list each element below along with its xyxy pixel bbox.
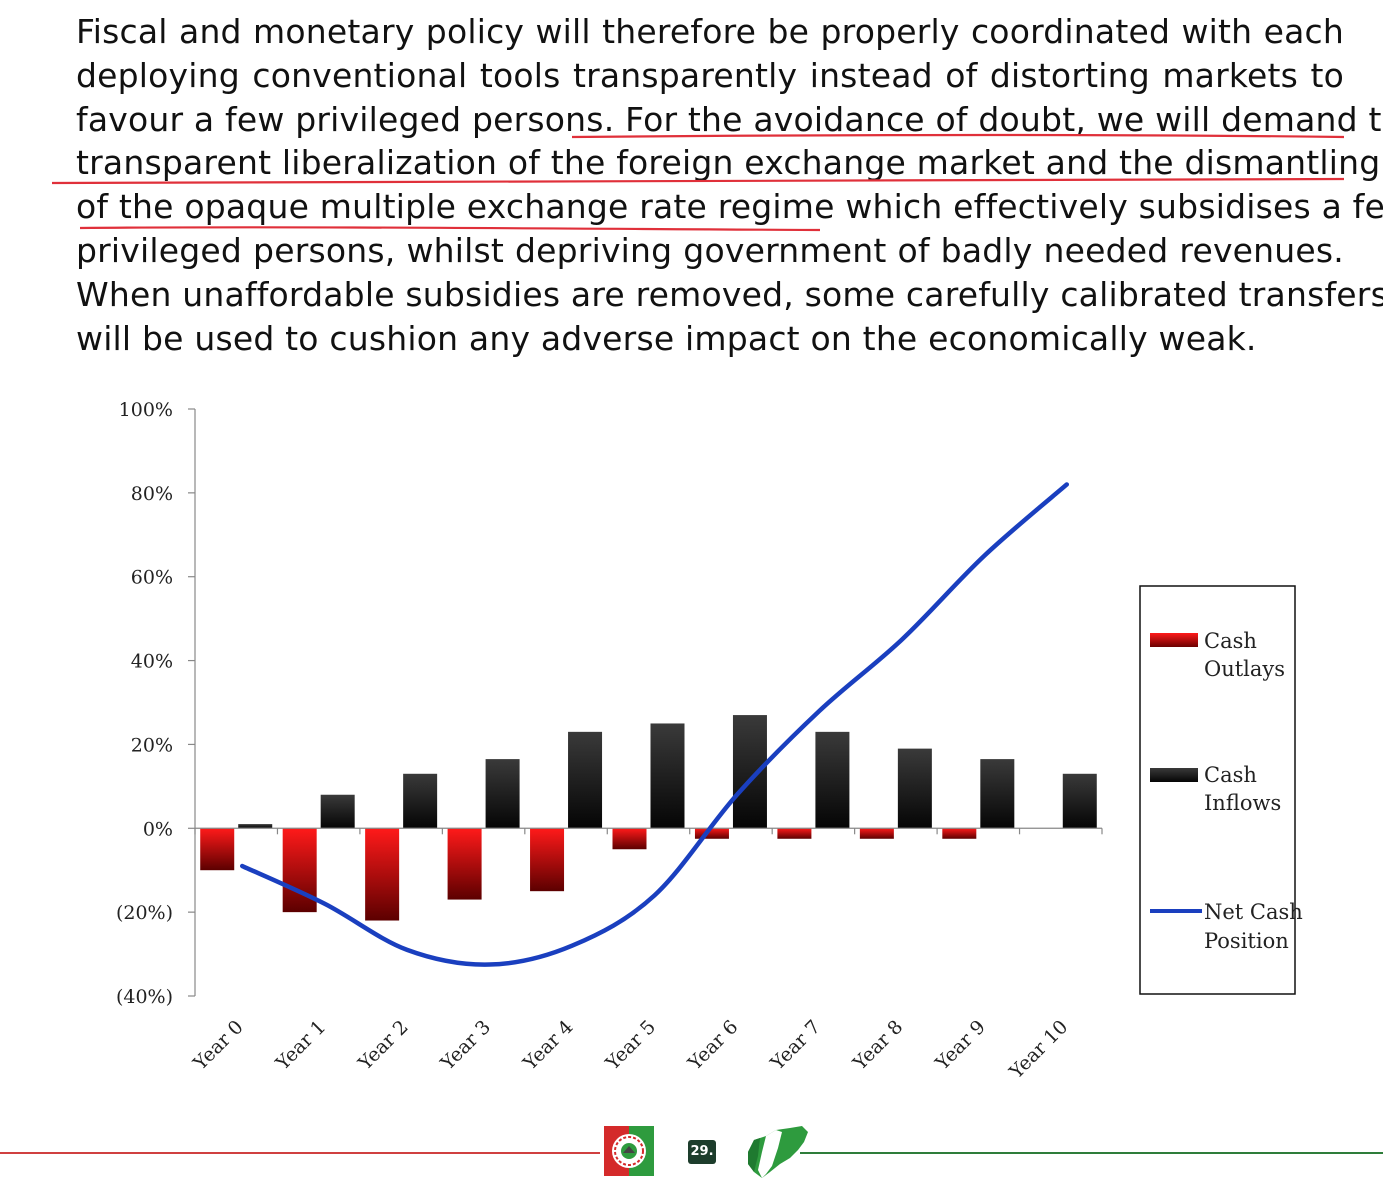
paragraph-line-1: Fiscal and monetary policy will therefor… — [76, 12, 1344, 51]
bars — [200, 715, 1097, 921]
paragraph-line-6: privileged persons, whilst depriving gov… — [76, 230, 1344, 270]
legend-label-cash-outlays-1: Cash — [1204, 629, 1257, 653]
y-tick-label: 60% — [131, 567, 173, 589]
body-paragraph: Fiscal and monetary policy will therefor… — [76, 10, 1383, 360]
legend-swatch-cash-outlays — [1150, 633, 1198, 647]
y-tick-label: (40%) — [116, 986, 173, 1008]
paragraph-line-4: transparent liberalization of the foreig… — [76, 143, 1381, 183]
net-cash-position-line — [239, 482, 1070, 967]
bar-cash-inflows — [897, 748, 932, 829]
y-tick-label: (20%) — [116, 902, 173, 924]
x-tick-label: Year 6 — [683, 1016, 742, 1075]
y-tick-label: 100% — [119, 399, 173, 421]
x-tick-label: Year 3 — [436, 1016, 495, 1075]
y-tick-label: 80% — [131, 483, 173, 505]
bar-cash-inflows — [732, 715, 767, 829]
x-tick-label: Year 5 — [601, 1016, 660, 1075]
x-tick-label: Year 9 — [931, 1016, 990, 1075]
bar-cash-inflows — [238, 824, 273, 829]
paragraph-line-2: deploying conventional tools transparent… — [76, 55, 1344, 95]
legend-label-cash-inflows-1: Cash — [1204, 763, 1257, 787]
party-seal-icon — [604, 1126, 654, 1176]
legend-label-cash-inflows-2: Inflows — [1204, 791, 1281, 815]
x-tick-label: Year 10 — [1005, 1016, 1073, 1084]
bar-cash-inflows — [1062, 773, 1097, 829]
bar-cash-inflows — [980, 759, 1015, 829]
y-axis: 100% 80% 60% 40% 20% 0% (20%) (40%) — [116, 399, 196, 1008]
bar-cash-outlays — [530, 828, 565, 892]
x-tick-label: Year 0 — [189, 1016, 248, 1075]
footer-green-rule — [800, 1152, 1383, 1154]
nigeria-map-icon — [748, 1126, 808, 1178]
legend-swatch-cash-inflows — [1150, 768, 1198, 782]
legend-label-net-cash-1: Net Cash — [1204, 900, 1303, 924]
bar-cash-outlays — [200, 828, 235, 871]
paragraph-line-5: of the opaque multiple exchange rate reg… — [76, 187, 1383, 227]
x-tick-label: Year 4 — [518, 1016, 577, 1075]
bar-cash-outlays — [694, 828, 729, 839]
bar-cash-outlays — [859, 828, 894, 839]
y-tick-label: 40% — [131, 651, 173, 673]
x-tick-label: Year 1 — [271, 1016, 330, 1075]
bar-cash-inflows — [403, 773, 438, 829]
paragraph-line-8: will be used to cushion any adverse impa… — [76, 318, 1257, 358]
x-axis: Year 0 Year 1 Year 2 Year 3 Year 4 Year 5 Year… — [189, 827, 1103, 1084]
x-tick-label: Year 8 — [848, 1016, 907, 1075]
bar-cash-inflows — [815, 731, 850, 829]
bar-cash-inflows — [485, 759, 520, 829]
bar-cash-outlays — [942, 828, 977, 839]
bar-cash-inflows — [320, 794, 355, 829]
bar-cash-inflows — [568, 731, 603, 829]
x-tick-label: Year 7 — [766, 1016, 825, 1075]
bar-cash-outlays — [612, 828, 647, 850]
paragraph-line-7: When unaffordable subsidies are removed,… — [76, 274, 1383, 314]
legend-label-cash-outlays-2: Outlays — [1204, 657, 1285, 681]
bar-cash-inflows — [650, 723, 685, 829]
y-tick-label: 0% — [143, 818, 173, 840]
net-cash-line — [239, 482, 1070, 967]
footer-red-rule — [0, 1152, 600, 1154]
page-number: 29. — [688, 1140, 716, 1164]
paragraph-line-3: favour a few privileged persons. For the… — [76, 99, 1383, 139]
bar-cash-outlays — [777, 828, 812, 839]
legend-label-net-cash-2: Position — [1204, 929, 1289, 953]
legend-box — [1139, 585, 1296, 995]
page-footer: 29. — [0, 1118, 1383, 1185]
x-tick-label: Year 2 — [353, 1016, 412, 1075]
bar-cash-outlays — [447, 828, 482, 900]
chart-legend: Cash Outlays Cash Inflows Net Cash Posit… — [1139, 585, 1303, 995]
bar-cash-outlays — [365, 828, 400, 921]
y-tick-label: 20% — [131, 734, 173, 756]
cash-position-chart: 100%80%60%40%20%0%(20%)(40%) Year 0 Year … — [116, 399, 1303, 1084]
